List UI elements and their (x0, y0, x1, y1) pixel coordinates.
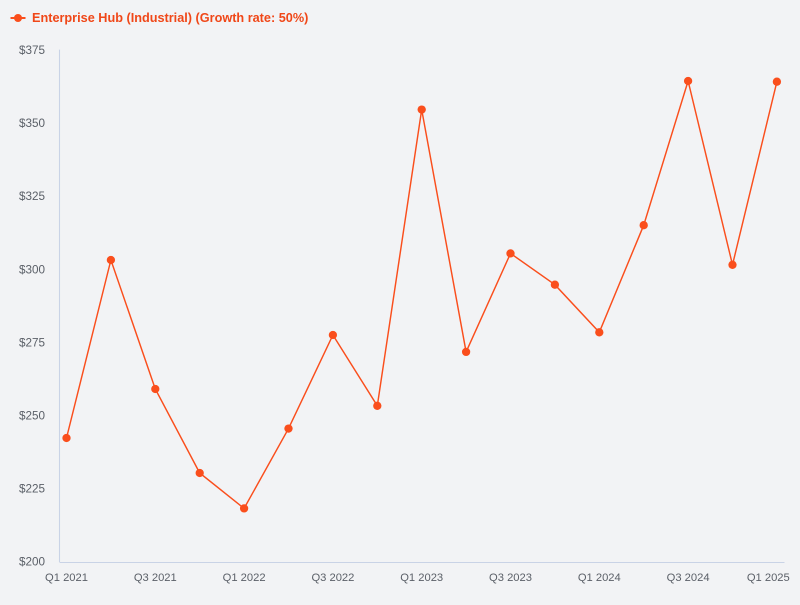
svg-text:$225: $225 (19, 483, 46, 496)
svg-text:$375: $375 (19, 44, 46, 57)
svg-text:Q1 2024: Q1 2024 (578, 572, 621, 584)
svg-text:Q1 2025: Q1 2025 (747, 572, 790, 584)
svg-text:$350: $350 (19, 117, 46, 130)
svg-text:Enterprise Hub (Industrial) (G: Enterprise Hub (Industrial) (Growth rate… (32, 11, 308, 25)
svg-text:Q3 2022: Q3 2022 (311, 572, 354, 584)
svg-text:Q1 2023: Q1 2023 (400, 572, 443, 584)
svg-text:Q3 2023: Q3 2023 (489, 572, 532, 584)
svg-text:Q3 2024: Q3 2024 (667, 572, 710, 584)
svg-text:$275: $275 (19, 336, 46, 349)
svg-text:$250: $250 (19, 410, 46, 423)
svg-text:Q1 2021: Q1 2021 (45, 572, 88, 584)
svg-text:$200: $200 (19, 556, 46, 569)
svg-text:Q1 2022: Q1 2022 (223, 572, 266, 584)
svg-text:$325: $325 (19, 190, 46, 203)
svg-text:$300: $300 (19, 263, 46, 276)
svg-text:Q3 2021: Q3 2021 (134, 572, 177, 584)
